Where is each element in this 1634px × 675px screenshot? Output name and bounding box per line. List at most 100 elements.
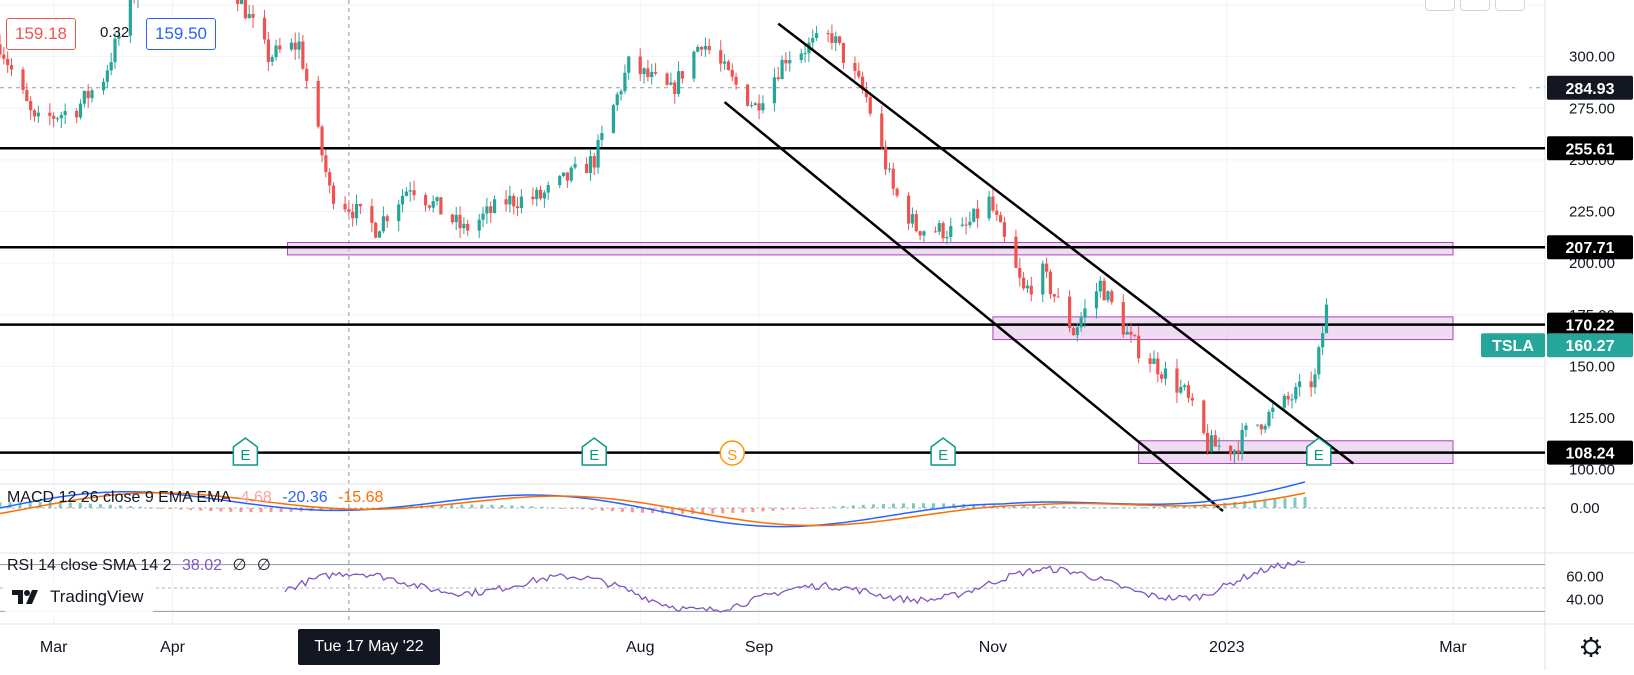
candle-body [887,168,892,170]
candle [1244,422,1248,437]
candle [726,59,731,71]
buy-price-button[interactable]: 159.50 [146,18,216,50]
candle [82,90,86,108]
level-price-tag: 170.22 [1566,318,1615,335]
toolbar-button[interactable] [1460,0,1490,11]
tradingview-logo[interactable]: TradingView [4,580,154,614]
support-zone[interactable] [992,316,1454,341]
candle-body [236,0,240,4]
candle [370,198,374,233]
candle [933,226,938,233]
candle-body [492,199,497,213]
candle [1094,282,1099,319]
candle-body [55,118,60,120]
candle-body [1179,386,1183,393]
support-zone[interactable] [287,242,1454,256]
candle-body [1232,450,1237,455]
candle [105,64,109,89]
candle [1324,298,1329,334]
candle-body [1183,385,1187,387]
candle-body [1267,411,1271,426]
candle [113,32,117,69]
candle [784,52,788,72]
candle-body [538,189,543,199]
candle-body [726,61,731,70]
macd-legend[interactable]: MACD 12 26 close 9 EMA EMA 4.68 -20.36 -… [7,489,383,507]
earnings-event-marker[interactable]: E [930,437,956,466]
candle-body [991,196,995,211]
trend-channel [723,22,1355,512]
rsi-legend[interactable]: RSI 14 close SMA 14 2 38.02 ∅ ∅ [7,555,271,575]
candle [354,194,359,226]
macd-histogram-bar [28,502,32,508]
candle [561,172,566,178]
candle-body [665,73,669,85]
channel-upper-line[interactable] [777,22,1355,465]
event-badge [232,437,259,466]
support-zones [287,242,1454,464]
candle [976,199,980,228]
earnings-event-marker[interactable]: E [581,437,607,466]
candle [351,203,355,227]
macd-histogram-bar [801,508,805,509]
macd-histogram-bar [761,508,765,512]
candle [887,162,892,173]
candle-body [105,70,109,82]
macd-histogram-bar [279,508,283,513]
split-event-marker[interactable]: S [719,440,745,466]
candle [1213,429,1217,447]
candle-body [941,223,945,239]
candle [1263,423,1267,434]
sell-price-button[interactable]: 159.18 [6,18,76,50]
candle-body [933,231,938,233]
candle-body [431,201,435,208]
channel-lower-line[interactable] [723,101,1224,512]
candle-body [519,196,523,208]
macd-histogram-bar [179,508,183,510]
candle-body [328,172,332,186]
candle-body [945,236,949,239]
candle [1286,391,1290,406]
candle-body [703,45,708,50]
candle [1152,350,1156,365]
candle [492,195,497,214]
earnings-event-marker[interactable]: E [232,437,259,466]
earnings-event-marker[interactable]: E [1306,437,1332,466]
crosshair-plus-icon[interactable] [1510,78,1530,98]
candle [427,204,431,211]
candle [247,4,251,19]
candle-body [588,156,592,174]
candle [1183,383,1187,391]
candle [1133,334,1137,338]
price-axis-tick: 300.00 [1569,49,1615,66]
candle [293,32,297,60]
macd-histogram-bar [540,506,544,508]
candle-body [638,56,642,75]
macd-histogram-bar [289,508,293,512]
candle-body [1068,296,1072,329]
candle [297,32,301,60]
symbol-badge: TSLA [1492,338,1534,355]
candle-body [316,80,320,127]
candle-body [546,185,550,193]
toolbar-button[interactable] [1495,0,1525,11]
candle [753,102,757,106]
candle [1125,324,1129,335]
candle-body [1244,425,1248,430]
candle-body [1163,368,1168,379]
toolbar-button[interactable] [1425,0,1455,11]
candle-body [29,100,33,111]
candle-body [573,163,577,168]
candle [1129,322,1133,343]
settings-gear-icon[interactable] [1581,637,1601,657]
candle [343,196,347,213]
macd-histogram-bar [671,508,675,514]
candle [328,168,332,194]
event-badge [719,440,745,466]
candle-body [857,70,861,77]
macd-histogram-bar [118,505,122,508]
candle [404,187,408,197]
candle [305,63,309,89]
